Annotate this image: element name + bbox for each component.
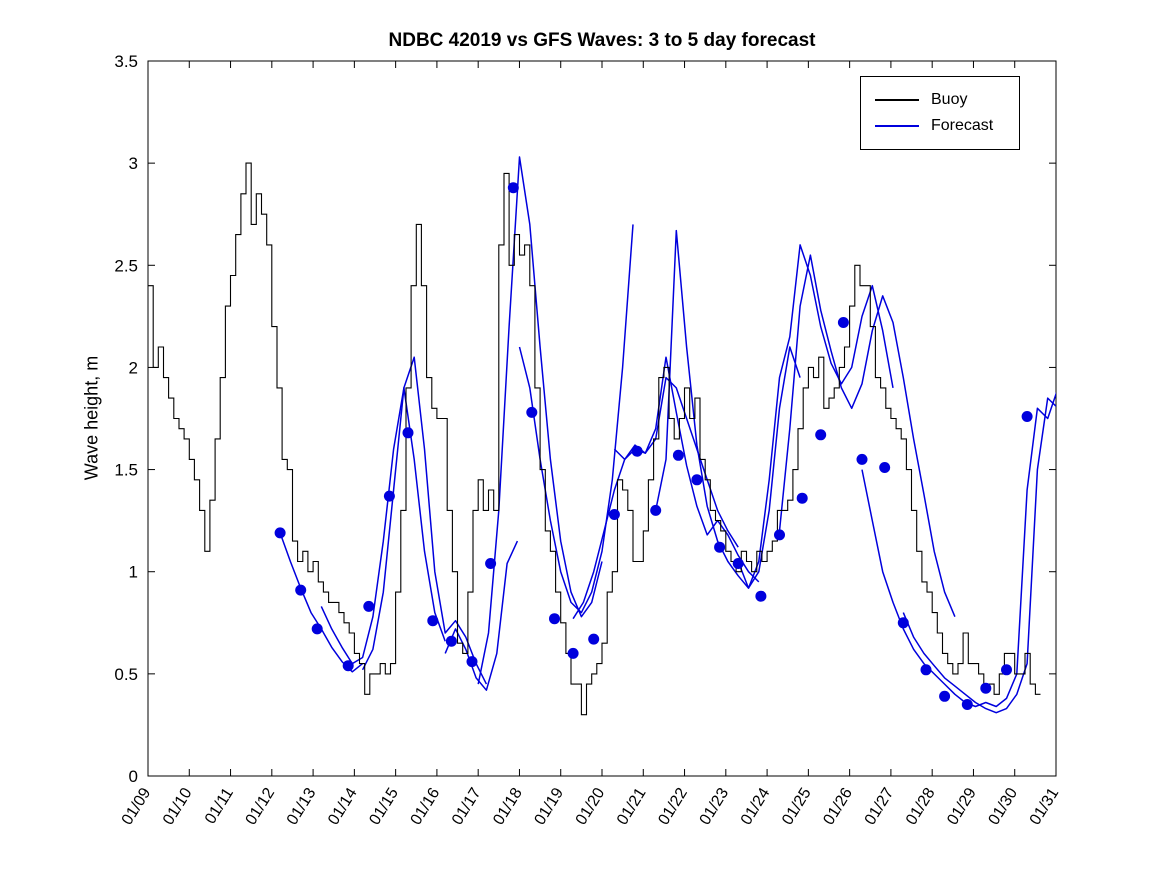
y-tick-label: 1.5 <box>114 461 138 480</box>
forecast-marker <box>567 647 579 659</box>
forecast-marker <box>383 490 395 502</box>
forecast-marker <box>1021 411 1033 422</box>
x-tick-label: 01/25 <box>779 785 815 828</box>
forecast-marker <box>588 633 600 645</box>
forecast-marker <box>796 492 808 504</box>
x-tick-label: 01/17 <box>449 785 485 828</box>
forecast-marker <box>1001 664 1012 676</box>
forecast-marker <box>342 660 354 672</box>
forecast-line <box>613 356 760 583</box>
forecast-marker <box>672 449 684 461</box>
forecast-line <box>279 532 364 673</box>
forecast-marker <box>774 529 785 541</box>
y-tick-label: 2.5 <box>114 256 138 275</box>
forecast-marker <box>526 406 538 418</box>
x-tick-label: 01/09 <box>119 785 155 828</box>
forecast-line <box>572 376 739 620</box>
forecast-marker <box>856 453 868 465</box>
x-tick-label: 01/18 <box>490 785 526 828</box>
x-tick-label: 01/16 <box>408 785 444 828</box>
forecast-line <box>320 387 446 665</box>
forecast-marker <box>650 504 662 516</box>
forecast-marker <box>691 474 703 486</box>
x-tick-label: 01/20 <box>573 785 609 828</box>
legend-item-buoy: Buoy <box>875 87 1005 113</box>
forecast-marker <box>402 427 414 439</box>
forecast-marker <box>732 558 744 569</box>
y-tick-label: 2 <box>129 358 138 377</box>
forecast-marker <box>445 635 457 647</box>
x-tick-label: 01/15 <box>366 785 402 828</box>
chart-title: NDBC 42019 vs GFS Waves: 3 to 5 day fore… <box>388 30 816 51</box>
forecast-marker <box>920 664 932 676</box>
forecast-marker <box>427 615 439 627</box>
x-tick-label: 01/22 <box>655 785 691 828</box>
forecast-marker <box>961 699 973 710</box>
forecast-marker <box>980 682 992 694</box>
y-tick-label: 3.5 <box>114 52 138 71</box>
forecast-marker <box>507 182 519 194</box>
x-tick-label: 01/30 <box>985 785 1021 828</box>
forecast-line <box>654 229 801 589</box>
series-group <box>148 156 1056 716</box>
forecast-line-sample <box>875 125 919 127</box>
y-tick-label: 0 <box>129 767 138 786</box>
x-tick-label: 01/23 <box>697 785 733 828</box>
x-tick-label: 01/10 <box>160 785 196 828</box>
x-tick-label: 01/24 <box>738 785 774 828</box>
forecast-line <box>518 224 634 614</box>
forecast-marker <box>363 600 375 612</box>
x-tick-label: 01/11 <box>202 785 237 827</box>
x-tick-label: 01/12 <box>243 785 279 828</box>
buoy-line <box>148 162 1041 716</box>
legend-item-forecast: Forecast <box>875 113 1005 139</box>
y-tick-label: 1 <box>129 563 138 582</box>
forecast-marker <box>631 445 643 457</box>
x-tick-label: 01/19 <box>531 785 567 828</box>
x-tick-label: 01/26 <box>820 785 856 828</box>
x-tick-label: 01/31 <box>1027 785 1063 828</box>
forecast-marker <box>485 558 497 569</box>
forecast-marker <box>311 623 323 635</box>
forecast-marker <box>897 617 909 629</box>
y-tick-label: 0.5 <box>114 665 138 684</box>
forecast-line <box>861 391 1056 708</box>
x-tick-label: 01/14 <box>325 785 361 828</box>
forecast-line <box>361 356 488 685</box>
forecast-marker <box>608 509 620 520</box>
forecast-line <box>902 397 1056 714</box>
legend: Buoy Forecast <box>860 76 1020 150</box>
x-tick-label: 01/27 <box>862 785 898 828</box>
forecast-line <box>737 244 894 589</box>
forecast-marker <box>879 462 891 473</box>
x-tick-label: 01/29 <box>944 785 980 828</box>
legend-label-buoy: Buoy <box>931 91 968 108</box>
x-tick-label: 01/13 <box>284 785 320 828</box>
forecast-marker <box>939 690 951 702</box>
forecast-marker <box>755 590 767 602</box>
forecast-marker <box>295 584 307 596</box>
forecast-marker <box>274 527 286 539</box>
axes-box <box>147 60 1057 777</box>
forecast-line <box>778 254 956 617</box>
forecast-marker <box>815 429 827 441</box>
forecast-marker <box>714 541 726 553</box>
forecast-marker <box>549 613 560 625</box>
x-tick-label: 01/28 <box>903 785 939 828</box>
forecast-marker <box>837 317 849 328</box>
y-tick-label: 3 <box>129 154 138 173</box>
legend-label-forecast: Forecast <box>931 117 994 134</box>
x-tick-label: 01/21 <box>614 785 650 828</box>
forecast-marker <box>466 656 478 668</box>
buoy-line-sample <box>875 99 919 101</box>
